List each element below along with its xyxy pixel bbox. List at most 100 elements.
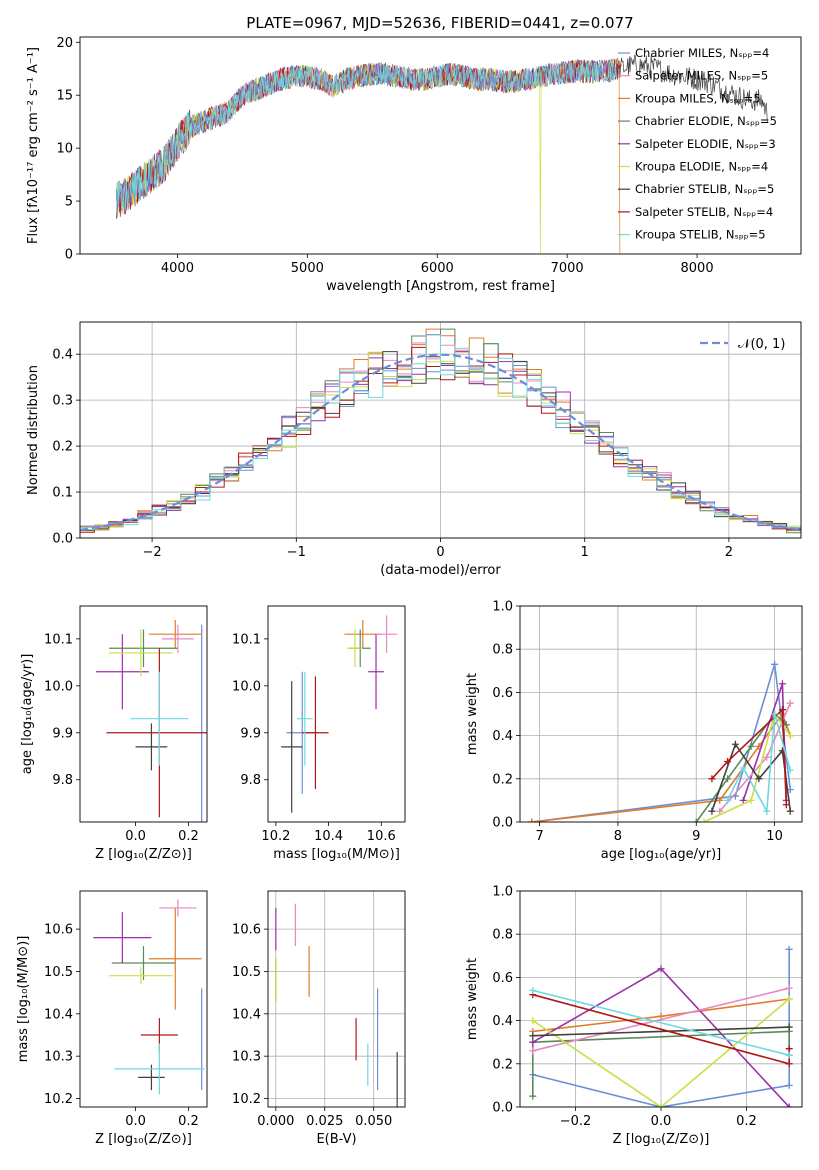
plot-frame [519, 890, 803, 1108]
weight-series-line [532, 987, 790, 1052]
y-tick-label: 10.1 [232, 632, 261, 647]
y-tick-label: 10.1 [44, 632, 73, 647]
x-tick-label: 10 [766, 829, 783, 844]
weight-marker [529, 1092, 537, 1100]
y-tick-label: 20 [56, 36, 73, 51]
x-tick-label: 1 [581, 545, 589, 560]
y-tick-label: 0.2 [492, 1057, 513, 1072]
weight-marker [785, 1023, 793, 1031]
weight-marker [529, 1047, 537, 1055]
x-tick-label: 0.2 [178, 829, 199, 844]
y-tick-label: 10.3 [232, 1050, 261, 1065]
x-tick-label: 2 [725, 545, 733, 560]
x-tick-label: 0 [436, 545, 444, 560]
weight-marker [778, 680, 786, 688]
x-tick-label: 0.2 [178, 1114, 199, 1129]
y-axis-label: mass weight [465, 673, 480, 755]
weight-marker [786, 732, 794, 740]
x-tick-label: 0.0 [651, 1114, 672, 1129]
weight-marker [724, 758, 732, 766]
x-axis-label: age [log₁₀(age/yr)] [601, 847, 722, 862]
residuals-panel: −2 −1 0 1 2 0.0 0.1 0.2 0.3 0.4 (data-model)/error… [26, 321, 802, 578]
y-tick-label: 10.3 [44, 1050, 73, 1065]
y-tick-label: 9.9 [240, 726, 261, 741]
x-tick-label: 6000 [421, 261, 454, 276]
weight-vs-z-panel: −0.2 0.0 0.2 0.0 0.2 0.4 0.6 0.8 1.0 Z [log₁₀(Z/Z… [465, 885, 803, 1147]
y-tick-label: 10.5 [44, 965, 73, 980]
weight-marker [785, 1081, 793, 1089]
weight-series-line [711, 707, 788, 805]
weight-marker [785, 1103, 793, 1107]
weight-series-line [532, 998, 790, 1107]
legend-entry: 𝒩(0, 1) [738, 337, 785, 352]
y-tick-label: 0.0 [492, 816, 513, 831]
weight-marker [708, 807, 716, 815]
weight-marker [708, 775, 716, 783]
weight-marker [731, 740, 739, 748]
plot-frame [267, 890, 406, 1108]
weight-marker [739, 796, 747, 804]
weight-marker [657, 965, 665, 973]
y-tick-label: 5 [65, 195, 73, 210]
weight-marker [700, 818, 708, 822]
x-tick-label: 10.6 [367, 829, 396, 844]
weight-marker [716, 796, 724, 804]
weight-marker [657, 1012, 665, 1020]
weight-marker [785, 995, 793, 1003]
legend-entry: Chabrier ELODIE, Nₛₚₚ=5 [635, 114, 777, 128]
weight-series-line [703, 712, 791, 822]
x-tick-label: −0.2 [560, 1114, 592, 1129]
y-axis-label: Normed distribution [26, 365, 41, 495]
y-tick-label: 10.2 [232, 1092, 261, 1107]
weight-marker [529, 1017, 537, 1025]
y-tick-label: 1.0 [492, 885, 513, 900]
weight-marker [763, 753, 771, 761]
y-tick-label: 0.6 [492, 686, 513, 701]
mass-vs-z-panel: 0.0 0.2 10.2 10.3 10.4 10.5 10.6 Z [log₁₀(Z/Z⊙)… [16, 890, 208, 1147]
plot-frame [79, 321, 802, 539]
y-axis-label: mass weight [465, 958, 480, 1040]
mass-vs-ebv-panel: 0.000 0.025 0.050 10.2 10.3 10.4 10.5 10.6 E(B-V… [232, 890, 406, 1147]
spectrum-series-line [116, 57, 622, 254]
y-tick-label: 9.8 [240, 773, 261, 788]
weight-series-line [532, 989, 790, 1056]
weight-series-line [532, 949, 790, 1107]
weight-marker [692, 818, 700, 822]
weight-marker [747, 742, 755, 750]
y-tick-label: 0.2 [52, 440, 73, 455]
weight-marker [778, 706, 786, 714]
weight-marker [763, 807, 771, 815]
x-tick-label: 8 [614, 829, 622, 844]
weight-series-line [532, 1030, 790, 1097]
weight-marker [529, 1038, 537, 1046]
legend-entry: Chabrier STELIB, Nₛₚₚ=5 [635, 182, 774, 196]
y-tick-label: 10.5 [232, 965, 261, 980]
histogram-series [80, 334, 801, 534]
weight-marker [529, 986, 537, 994]
y-tick-label: 0.6 [492, 971, 513, 986]
weight-marker [786, 807, 794, 815]
plot-frame [79, 605, 208, 823]
x-tick-label: 4000 [161, 261, 194, 276]
legend-entry: Chabrier MILES, Nₛₚₚ=4 [635, 46, 769, 60]
legend-entry: Salpeter ELODIE, Nₛₚₚ=3 [635, 137, 776, 151]
age-vs-z-panel: 0.0 0.2 9.8 9.9 10.0 10.1 Z [log₁₀(Z/Z⊙)] age [… [20, 605, 208, 862]
y-tick-label: 0.8 [492, 928, 513, 943]
x-axis-label: (data-model)/error [380, 563, 501, 578]
weight-marker [785, 1060, 793, 1068]
x-tick-label: 0.0 [125, 829, 146, 844]
x-tick-label: 7 [535, 829, 543, 844]
y-tick-label: 0.4 [52, 348, 73, 363]
plot-frame [79, 36, 802, 255]
spectrum-series-line [116, 59, 617, 210]
x-tick-label: 0.2 [736, 1114, 757, 1129]
spectrum-series-line [116, 59, 617, 254]
y-tick-label: 0.1 [52, 486, 73, 501]
legend-entry: Kroupa MILES, Nₛₚₚ=5 [635, 91, 761, 105]
y-tick-label: 10.6 [44, 923, 73, 938]
weight-marker [739, 764, 747, 772]
x-axis-label: wavelength [Angstrom, rest frame] [326, 279, 555, 294]
x-tick-label: 7000 [551, 261, 584, 276]
plot-frame [267, 605, 406, 823]
y-axis-label: mass [log₁₀(M/M⊙)] [16, 936, 31, 1063]
